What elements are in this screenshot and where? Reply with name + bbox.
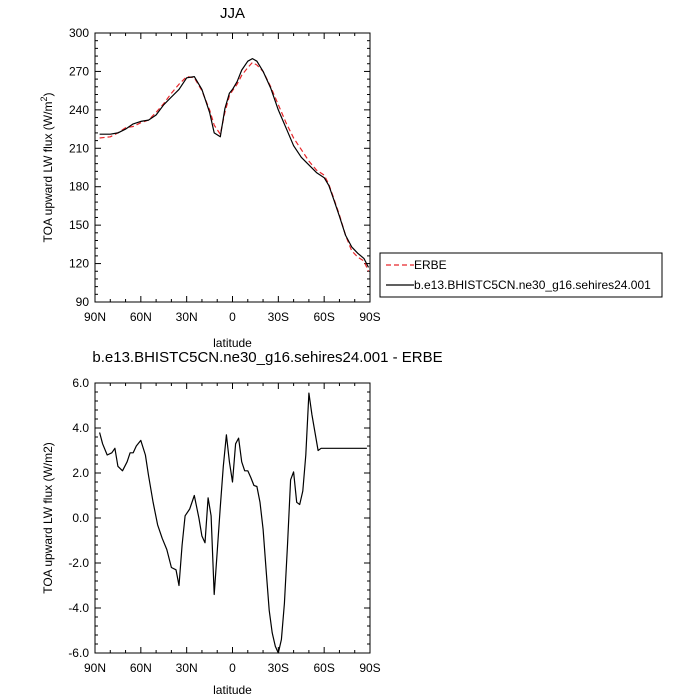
y-tick-label: 4.0 [72,421,89,435]
y-axis-label-main: TOA upward LW flux (W/m2) [41,442,55,594]
x-tick-label: 30N [176,310,198,324]
x-tick-label: 60N [130,310,152,324]
x-tick-label: 90S [359,310,380,324]
y-tick-label: 0.0 [72,511,89,525]
legend-label: ERBE [414,258,447,272]
x-tick-label: 30S [268,310,289,324]
chart-legend: ERBE b.e13.BHISTC5CN.ne30_g16.sehires24.0… [379,252,663,298]
x-axis-label: latitude [213,683,252,697]
x-tick-label: 0 [229,661,236,675]
y-axis-label-sup: 2 [39,97,49,102]
series-line-model [99,57,370,268]
x-tick-label: 30S [268,661,289,675]
chart-title: JJA [220,5,245,22]
y-tick-label: 210 [69,141,89,155]
chart-title: b.e13.BHISTC5CN.ne30_g16.sehires24.001 -… [92,349,442,366]
y-tick-label: -6.0 [68,646,89,660]
x-tick-label: 60S [313,310,334,324]
x-tick-label: 90N [84,310,106,324]
x-tick-label: 60N [130,661,152,675]
y-tick-label: 180 [69,180,89,194]
y-tick-label: 90 [76,295,90,309]
series-line-model [99,392,367,654]
x-tick-label: 0 [229,310,236,324]
x-tick-label: 60S [313,661,334,675]
legend-label: b.e13.BHISTC5CN.ne30_g16.sehires24.001 [414,278,651,292]
y-tick-label: 300 [69,26,89,40]
y-tick-label: -2.0 [68,556,89,570]
y-axis-label: TOA upward LW flux (W/m2) [39,93,55,243]
x-axis-label: latitude [213,336,252,350]
bottom-chart-panel: 90N 60N 30N 0 30S 60S 90S 6.0 4.0 2.0 0.0 -2.0 -4.0 -… [41,349,443,697]
y-tick-label: 270 [69,64,89,78]
y-tick-label: 120 [69,257,89,271]
y-tick-label: 150 [69,218,89,232]
y-axis-label-main: TOA upward LW flux (W/m [41,102,55,243]
top-chart-panel: 90N 60N 30N 0 30S 60S 90S 90 120 150 180 210 240 270 3… [39,5,381,350]
x-tick-label: 90S [359,661,380,675]
x-tick-label: 90N [84,661,106,675]
y-tick-label: 6.0 [72,376,89,390]
legend-box [379,252,663,298]
x-tick-label: 30N [176,661,198,675]
y-tick-label: 240 [69,103,89,117]
y-axis-label-end: ) [41,93,55,97]
y-axis-label: TOA upward LW flux (W/m2) [41,442,55,594]
y-tick-label: -4.0 [68,601,89,615]
y-tick-label: 2.0 [72,466,89,480]
